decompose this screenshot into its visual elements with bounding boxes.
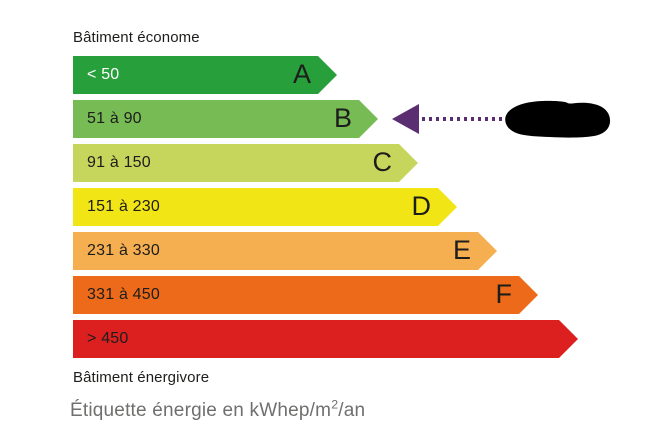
unit-caption-suffix: /an: [338, 400, 366, 421]
energy-class-bar-g: > 450: [73, 320, 578, 358]
bar-class-letter: F: [495, 279, 513, 309]
energy-class-bar-b: 51 à 90 B: [73, 100, 378, 138]
bar-range-label: 331 à 450: [87, 286, 160, 303]
bar-arrow-shape: [73, 56, 337, 94]
bar-arrow-shape: [73, 320, 578, 358]
bar-arrow-shape: [73, 144, 418, 182]
bar-arrow-shape: [73, 100, 378, 138]
bar-range-label: > 450: [87, 330, 129, 347]
energy-class-bar-a: < 50 A: [73, 56, 337, 94]
unit-caption-exponent: 2: [331, 397, 339, 412]
bar-class-letter: B: [333, 103, 352, 133]
unit-caption-prefix: Étiquette énergie en kWhep/m: [70, 400, 332, 421]
bar-range-label: 51 à 90: [87, 110, 142, 127]
bar-class-letter: A: [292, 59, 311, 89]
energy-class-bar-d: 151 à 230 D: [73, 188, 457, 226]
unit-caption: Étiquette énergie en kWhep/m2/an: [70, 397, 366, 423]
energy-class-bar-f: 331 à 450 F: [73, 276, 538, 314]
bar-range-label: < 50: [87, 66, 120, 83]
energy-class-bar-e: 231 à 330 E: [73, 232, 497, 270]
bar-class-letter: C: [372, 147, 393, 177]
bar-range-label: 151 à 230: [87, 198, 160, 215]
top-caption-economical: Bâtiment économe: [73, 29, 200, 46]
energy-class-bar-c: 91 à 150 C: [73, 144, 418, 182]
bar-class-letter: D: [411, 191, 432, 221]
bottom-caption-energy-intensive: Bâtiment énergivore: [73, 369, 210, 386]
bar-arrow-shape: [73, 232, 497, 270]
bar-class-letter: E: [452, 235, 471, 265]
bar-arrow-shape: [73, 188, 457, 226]
bar-range-label: 231 à 330: [87, 242, 160, 259]
bar-range-label: 91 à 150: [87, 154, 151, 171]
bar-arrow-shape: [73, 276, 538, 314]
